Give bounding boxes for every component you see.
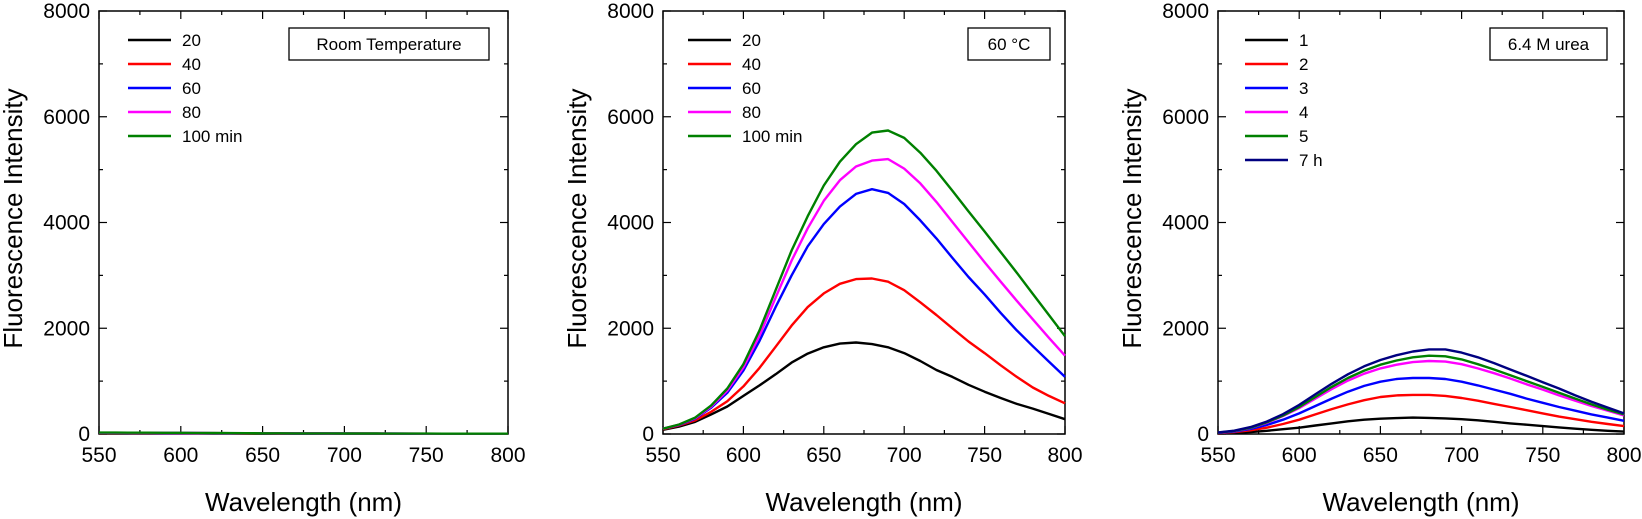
series-line-6 — [1217, 348, 1625, 434]
series-line-2 — [662, 277, 1066, 431]
series-line-4 — [662, 157, 1066, 430]
x-tick-label: 800 — [1047, 444, 1082, 467]
y-axis-title: Fluorescence Intensity — [0, 88, 28, 348]
series-line-1 — [1217, 416, 1625, 435]
chart-panel-3: 550 600 650 700 750 80002000400060008000Wavel… — [1117, 0, 1642, 517]
series-line-3 — [662, 187, 1066, 430]
legend-label: 80 — [742, 103, 761, 122]
x-tick-label: 750 — [1525, 444, 1560, 467]
x-axis-title: Wavelength (nm) — [1323, 487, 1520, 517]
x-tick-label: 600 — [726, 444, 761, 467]
legend-label: 20 — [742, 31, 761, 50]
y-tick-label: 0 — [1197, 423, 1209, 446]
x-axis-title: Wavelength (nm) — [205, 487, 402, 517]
legend-label: 40 — [742, 55, 761, 74]
y-tick-label: 0 — [642, 423, 654, 446]
legend-label: 60 — [182, 79, 201, 98]
series-line-5 — [99, 431, 508, 435]
x-tick-label: 700 — [327, 444, 362, 467]
x-tick-label: 550 — [81, 444, 116, 467]
legend-label: 80 — [182, 103, 201, 122]
annotation-box — [288, 27, 490, 61]
chart-panel-1: 550 600 650 700 750 80002000400060008000Wavel… — [0, 0, 526, 517]
legend-label: 1 — [1299, 31, 1308, 50]
legend-label: 4 — [1299, 103, 1308, 122]
y-tick-label: 0 — [78, 423, 90, 446]
y-tick-label: 6000 — [43, 106, 90, 129]
annotation-label: 60 °C — [988, 35, 1031, 54]
x-tick-label: 550 — [645, 444, 680, 467]
legend-label: 5 — [1299, 127, 1308, 146]
annotation-label: Room Temperature — [316, 35, 461, 54]
plot-frame — [1217, 10, 1625, 435]
x-tick-label: 700 — [1444, 444, 1479, 467]
y-tick-label: 4000 — [43, 212, 90, 235]
x-tick-label: 550 — [1200, 444, 1235, 467]
legend-label: 3 — [1299, 79, 1308, 98]
x-tick-label: 600 — [1282, 444, 1317, 467]
series-line-1 — [662, 341, 1066, 431]
x-tick-label: 650 — [1363, 444, 1398, 467]
legend-label: 20 — [182, 31, 201, 50]
x-tick-label: 600 — [163, 444, 198, 467]
y-tick-label: 8000 — [1162, 0, 1209, 23]
series-line-5 — [662, 129, 1066, 430]
annotation-label: 6.4 M urea — [1508, 35, 1590, 54]
y-tick-label: 2000 — [43, 317, 90, 340]
x-tick-label: 650 — [806, 444, 841, 467]
y-axis-title: Fluorescence Intensity — [1117, 88, 1147, 348]
x-tick-label: 750 — [967, 444, 1002, 467]
series-line-2 — [1217, 393, 1625, 435]
x-tick-label: 650 — [245, 444, 280, 467]
y-tick-label: 8000 — [607, 0, 654, 23]
y-tick-label: 4000 — [1162, 212, 1209, 235]
y-axis-title: Fluorescence Intensity — [562, 88, 592, 348]
y-tick-label: 6000 — [1162, 106, 1209, 129]
series-line-3 — [1217, 376, 1625, 435]
legend-label: 100 min — [742, 127, 802, 146]
legend-label: 40 — [182, 55, 201, 74]
plot-frame — [662, 10, 1066, 435]
y-tick-label: 2000 — [1162, 317, 1209, 340]
y-tick-label: 4000 — [607, 212, 654, 235]
y-tick-label: 6000 — [607, 106, 654, 129]
series-line-5 — [1217, 354, 1625, 434]
annotation-box — [967, 27, 1051, 61]
x-tick-label: 700 — [887, 444, 922, 467]
x-axis-title: Wavelength (nm) — [766, 487, 963, 517]
legend-label: 2 — [1299, 55, 1308, 74]
legend-label: 7 h — [1299, 151, 1323, 170]
legend-label: 100 min — [182, 127, 242, 146]
x-tick-label: 800 — [490, 444, 525, 467]
plot-frame — [98, 10, 509, 435]
x-tick-label: 750 — [409, 444, 444, 467]
legend-label: 60 — [742, 79, 761, 98]
y-tick-label: 2000 — [607, 317, 654, 340]
y-tick-label: 8000 — [43, 0, 90, 23]
chart-panel-2: 550 600 650 700 750 80002000400060008000Wavel… — [562, 0, 1083, 517]
annotation-box — [1489, 27, 1608, 61]
x-tick-label: 800 — [1606, 444, 1641, 467]
